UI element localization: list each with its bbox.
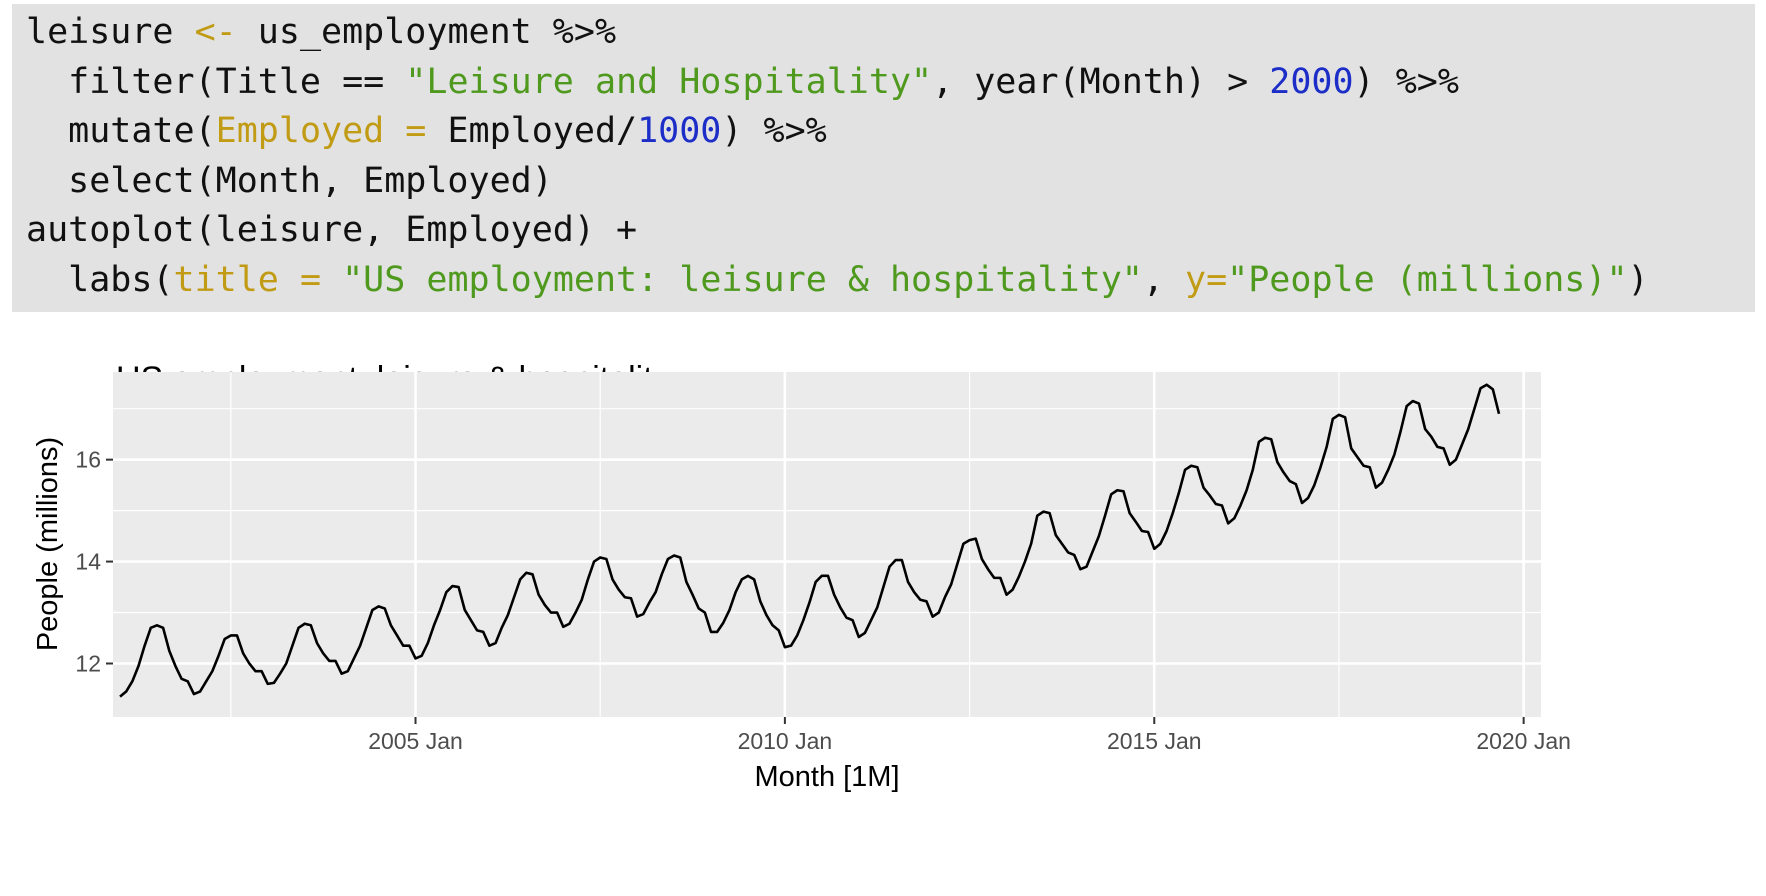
minor-grid [113,372,1541,717]
y-tick-label: 12 [75,650,101,676]
x-axis-label: Month [1M] [754,761,899,793]
code-token: title = [173,259,322,300]
code-line: leisure <- us_employment %>% [26,8,1741,58]
code-token: Employed/ [426,111,638,151]
y-tick-label: 14 [75,549,101,575]
y-tick-label: 16 [75,447,101,473]
x-tick-label: 2010 Jan [738,728,833,754]
code-line: filter(Title == "Leisure and Hospitality… [26,58,1741,108]
code-line: mutate(Employed = Employed/1000) %>% [26,107,1741,157]
code-token: 1000 [637,111,722,151]
x-tick-label: 2005 Jan [368,728,463,754]
code-token: autoplot(leisure, Employed) + [26,210,638,250]
code-token: "US employment: leisure & hospitality" [342,259,1143,300]
code-token: y= [1185,259,1228,300]
code-token [321,260,342,300]
code-line: labs(title = "US employment: leisure & h… [26,256,1741,306]
code-token: ) [1627,259,1649,300]
series-line-employed [119,383,1501,698]
code-token: , year(Month) > [932,61,1270,102]
code-token: Employed = [215,111,427,151]
code-token: ) %>% [721,111,827,151]
code-token: filter(Title == [26,61,406,102]
chart-svg: US employment: leisure & hospitality 121… [32,360,1571,793]
y-axis: 12 14 16 [75,447,113,676]
code-token: "People (millions)" [1227,259,1628,300]
x-axis: 2005 Jan 2010 Jan 2015 Jan 2020 Jan [368,717,1571,754]
x-tick-label: 2020 Jan [1476,728,1571,754]
code-line: autoplot(leisure, Employed) + [26,206,1741,256]
major-grid [113,372,1541,717]
x-tick-label: 2015 Jan [1107,728,1202,754]
code-token: ) %>% [1353,61,1459,102]
code-token: 2000 [1269,61,1354,102]
code-token: us_employment %>% [236,12,617,52]
code-token: mutate( [26,111,216,151]
code-block: leisure <- us_employment %>% filter(Titl… [12,4,1755,312]
code-token: "Leisure and Hospitality" [405,61,933,102]
code-token: labs( [26,259,174,300]
chart: US employment: leisure & hospitality 121… [20,360,1746,891]
code-token: , [1142,259,1185,300]
code-token: leisure [26,12,195,52]
plot-background [113,372,1541,717]
code-line: select(Month, Employed) [26,157,1741,207]
code-token: <- [194,12,237,52]
code-token: select(Month, Employed) [26,160,553,201]
y-axis-label: People (millions) [32,437,64,651]
